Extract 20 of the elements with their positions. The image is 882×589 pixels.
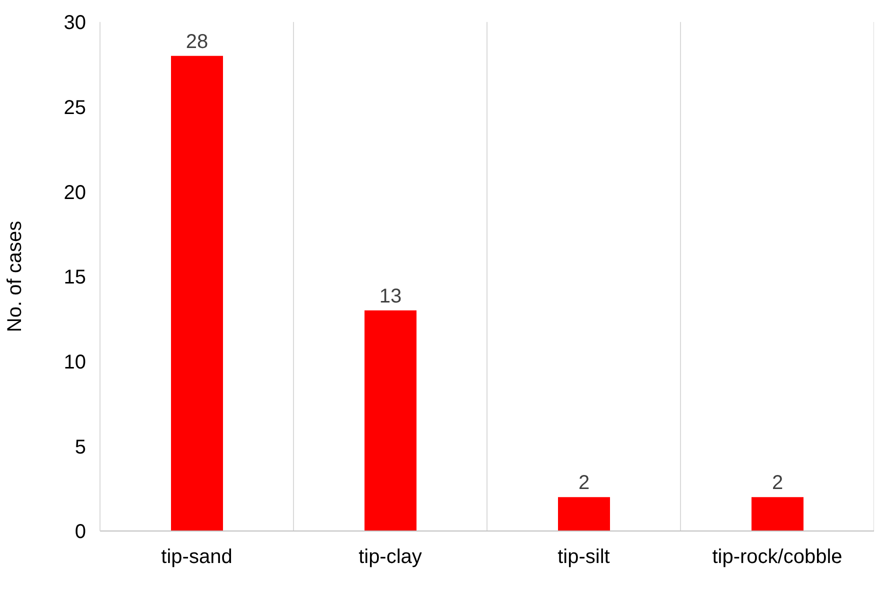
data-label: 13 xyxy=(379,285,402,308)
x-tick-label: tip-sand xyxy=(161,546,232,568)
data-label: 28 xyxy=(186,30,208,53)
bar xyxy=(364,310,416,531)
y-axis-title: No. of cases xyxy=(4,220,26,332)
y-tick-label: 25 xyxy=(64,96,86,119)
y-tick-label: 5 xyxy=(74,436,86,458)
y-tick-label: 20 xyxy=(64,182,86,204)
x-tick-label: tip-rock/cobble xyxy=(712,546,842,568)
y-tick-label: 15 xyxy=(64,266,86,289)
bar xyxy=(171,56,223,531)
y-tick-label: 0 xyxy=(74,521,86,544)
data-label: 2 xyxy=(772,472,784,494)
bar xyxy=(558,497,610,531)
y-tick-label: 10 xyxy=(64,351,86,374)
x-tick-label: tip-silt xyxy=(558,546,610,568)
y-tick-label: 30 xyxy=(64,12,86,34)
data-label: 2 xyxy=(578,472,590,494)
bar xyxy=(752,497,804,531)
x-tick-label: tip-clay xyxy=(358,546,422,568)
